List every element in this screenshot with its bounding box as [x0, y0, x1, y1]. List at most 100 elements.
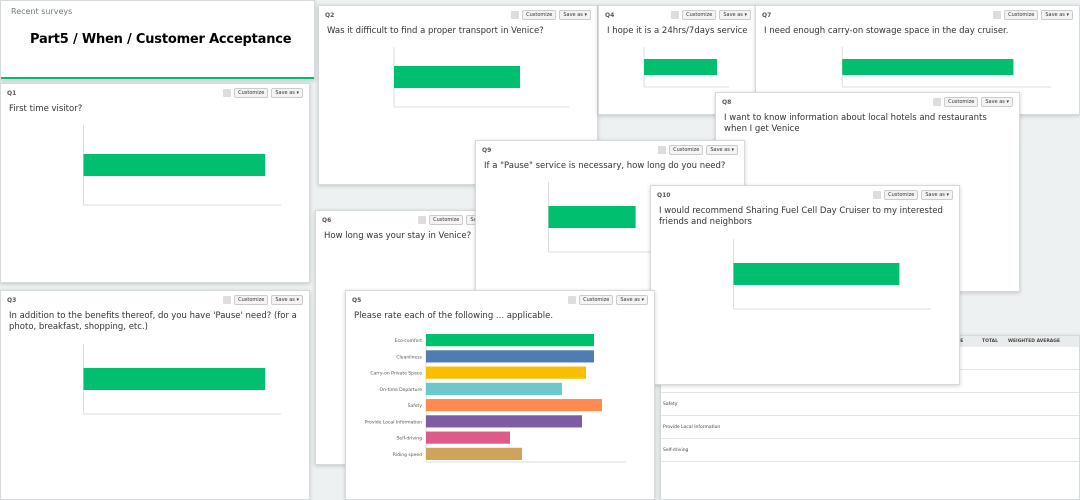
- bar: [426, 415, 582, 428]
- bar: [842, 59, 1014, 76]
- table-cell: [1005, 415, 1079, 439]
- question-number: Q8: [722, 98, 732, 106]
- customize-button[interactable]: Customize: [682, 10, 717, 20]
- icon-button[interactable]: [568, 296, 577, 304]
- category-label: Self-driving: [397, 436, 423, 442]
- question-number: Q1: [7, 89, 17, 97]
- table-cell: [889, 392, 917, 416]
- card-header: Q3 Customize Save as ▾: [1, 291, 309, 309]
- save-as-button[interactable]: Save as ▾: [616, 295, 648, 305]
- customize-button[interactable]: Customize: [234, 295, 269, 305]
- card-header: Q7 Customize Save as ▾: [756, 6, 1079, 24]
- icon-button[interactable]: [223, 89, 232, 97]
- recent-surveys-card: Recent surveys: [0, 0, 315, 80]
- table-cell: [980, 415, 1006, 439]
- icon-button[interactable]: [671, 11, 680, 19]
- category-label: Provide Local Information: [365, 420, 422, 426]
- customize-button[interactable]: Customize: [522, 10, 557, 20]
- question-number: Q2: [325, 11, 335, 19]
- icon-button[interactable]: [223, 296, 232, 304]
- table-cell: [916, 392, 981, 416]
- bar: [426, 448, 522, 461]
- customize-button[interactable]: Customize: [1004, 10, 1039, 20]
- table-cell: [815, 392, 854, 416]
- table-row: Provide Local Information: [661, 415, 1079, 439]
- bar: [426, 350, 594, 363]
- save-as-button[interactable]: Save as ▾: [271, 88, 303, 98]
- icon-button[interactable]: [933, 98, 942, 106]
- table-cell: [889, 415, 917, 439]
- recent-heading: Recent surveys: [11, 7, 73, 16]
- icon-button[interactable]: [993, 11, 1002, 19]
- table-cell: [740, 415, 816, 439]
- card-header: Q5 Customize Save as ▾: [346, 291, 654, 309]
- table-cell: [853, 392, 890, 416]
- customize-button[interactable]: Customize: [234, 88, 269, 98]
- save-as-button[interactable]: Save as ▾: [271, 295, 303, 305]
- table-cell: [740, 392, 816, 416]
- question-number: Q6: [322, 216, 332, 224]
- customize-button[interactable]: Customize: [429, 215, 464, 225]
- card-header: Q1 Customize Save as ▾: [1, 84, 309, 102]
- question-card: Q1 Customize Save as ▾ First time visitor?: [0, 83, 310, 283]
- bar: [426, 383, 562, 396]
- icon-button[interactable]: [873, 191, 882, 199]
- bar: [426, 367, 586, 380]
- table-header: WEIGHTED AVERAGE: [1005, 336, 1079, 347]
- table-cell: [1005, 392, 1079, 416]
- bar: [394, 66, 520, 89]
- customize-button[interactable]: Customize: [579, 295, 614, 305]
- question-text: How long was your stay in Venice?: [324, 231, 472, 241]
- save-as-button[interactable]: Save as ▾: [921, 190, 953, 200]
- save-as-button[interactable]: Save as ▾: [1041, 10, 1073, 20]
- table-row: Self-driving: [661, 438, 1079, 462]
- save-as-button[interactable]: Save as ▾: [981, 97, 1013, 107]
- bar-chart: [83, 125, 281, 206]
- table-cell: [980, 438, 1006, 462]
- question-text: In addition to the benefits thereof, do …: [9, 311, 297, 333]
- table-row: Safety: [661, 392, 1079, 416]
- question-card: Q5 Customize Save as ▾ Please rate each of …: [345, 290, 655, 500]
- customize-button[interactable]: Customize: [944, 97, 979, 107]
- bar-chart: [83, 343, 281, 415]
- category-label: Safety: [408, 404, 423, 410]
- card-header: Q10 Customize Save as ▾: [651, 186, 959, 204]
- icon-button[interactable]: [511, 11, 520, 19]
- question-text: I hope it is a 24hrs/7days service: [607, 26, 748, 36]
- question-text: If a "Pause" service is necessary, how l…: [484, 161, 726, 171]
- category-label: Eco-comfort: [395, 339, 423, 345]
- table-cell: [1005, 347, 1079, 370]
- customize-button[interactable]: Customize: [669, 145, 704, 155]
- icon-button[interactable]: [658, 146, 667, 154]
- question-number: Q7: [762, 11, 772, 19]
- save-as-button[interactable]: Save as ▾: [706, 145, 738, 155]
- table-cell: [980, 392, 1006, 416]
- category-label: Riding speed: [393, 452, 422, 458]
- question-text: I need enough carry-on stowage space in …: [764, 26, 1009, 36]
- bar-chart: [393, 47, 569, 108]
- table-cell: [853, 415, 890, 439]
- card-header: Q8 Customize Save as ▾: [716, 93, 1019, 111]
- icon-button[interactable]: [418, 216, 427, 224]
- table-cell: [889, 438, 917, 462]
- bar: [548, 206, 636, 229]
- save-as-button[interactable]: Save as ▾: [559, 10, 591, 20]
- row-label: Self-driving: [661, 438, 741, 462]
- bar-chart: Eco-comfort Cleanliness Carry-on Private S…: [365, 332, 626, 463]
- category-label: Cleanliness: [396, 355, 422, 361]
- row-label: Safety: [661, 392, 741, 416]
- table-cell: [916, 415, 981, 439]
- customize-button[interactable]: Customize: [884, 190, 919, 200]
- bar: [733, 262, 900, 285]
- save-as-button[interactable]: Save as ▾: [719, 10, 751, 20]
- question-card: Q10 Customize Save as ▾ I would recommend S…: [650, 185, 960, 385]
- question-number: Q4: [605, 11, 615, 19]
- question-text: Was it difficult to find a proper transp…: [327, 26, 544, 36]
- table-cell: [815, 415, 854, 439]
- bar: [83, 154, 266, 177]
- bar: [644, 59, 718, 76]
- overlay-title: Part5 / When / Customer Acceptance: [30, 32, 292, 47]
- accent-line: [1, 77, 314, 79]
- card-header: Q9 Customize Save as ▾: [476, 141, 744, 159]
